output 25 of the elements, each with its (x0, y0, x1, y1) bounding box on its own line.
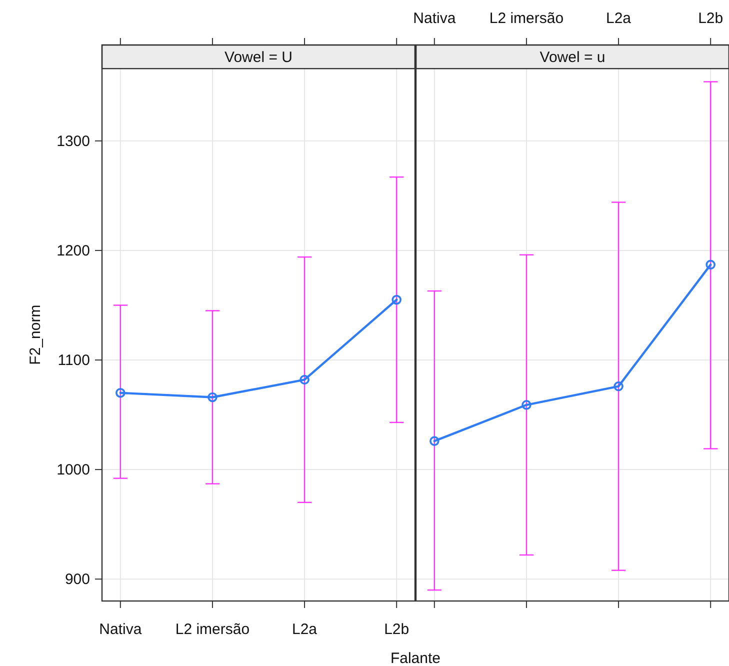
point (614, 381, 624, 392)
point (392, 294, 402, 305)
y-tick-label: 1100 (58, 352, 90, 369)
y-axis-title: F2_norm (27, 304, 44, 365)
point (300, 374, 310, 385)
y-tick-label: 1200 (56, 242, 90, 260)
y-tick-label: 900 (64, 571, 90, 588)
point (116, 388, 126, 398)
y-tick-label: 1300 (56, 132, 90, 150)
x-axis-title: Falante (390, 650, 441, 666)
x-tick-label: L2a (606, 10, 632, 27)
point (430, 436, 440, 446)
x-tick-label: L2b (384, 621, 410, 638)
x-tick-label: Nativa (99, 621, 142, 638)
x-tick-label: L2a (292, 621, 318, 638)
y-tick-label: 1000 (56, 462, 90, 479)
x-tick-label: L2 imersão (489, 10, 564, 27)
x-tick-label: L2 imersão (175, 621, 250, 638)
chart-title: Vowel = U (224, 49, 292, 66)
point (522, 400, 532, 410)
point (706, 260, 716, 270)
chart-title: Vowel = u (540, 49, 606, 66)
x-tick-label: L2b (698, 10, 724, 27)
point (208, 392, 218, 402)
x-tick-label: Nativa (413, 10, 456, 27)
